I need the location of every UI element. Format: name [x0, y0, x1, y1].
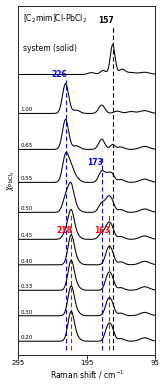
Text: 218: 218 [57, 226, 72, 235]
Text: 0.50: 0.50 [20, 206, 33, 211]
Text: 157: 157 [98, 16, 114, 25]
Text: 173: 173 [87, 158, 103, 168]
Text: 0.55: 0.55 [20, 176, 33, 181]
Text: 0.30: 0.30 [20, 310, 33, 315]
Text: 163: 163 [94, 226, 110, 235]
Text: 226: 226 [51, 70, 67, 79]
Text: 0.45: 0.45 [20, 233, 33, 238]
Text: 1.00: 1.00 [20, 107, 33, 112]
Y-axis label: $\chi_{\mathrm{PbCl_2}}$: $\chi_{\mathrm{PbCl_2}}$ [6, 170, 17, 190]
Text: 0.65: 0.65 [20, 143, 33, 148]
X-axis label: Raman shift / cm$^{-1}$: Raman shift / cm$^{-1}$ [50, 369, 124, 382]
Text: 0.33: 0.33 [20, 284, 33, 289]
Text: 0.20: 0.20 [20, 335, 33, 340]
Text: system (solid): system (solid) [23, 44, 77, 53]
Text: 0.40: 0.40 [20, 259, 33, 264]
Text: [C$_2$mim]Cl-PbCl$_2$: [C$_2$mim]Cl-PbCl$_2$ [23, 12, 87, 25]
